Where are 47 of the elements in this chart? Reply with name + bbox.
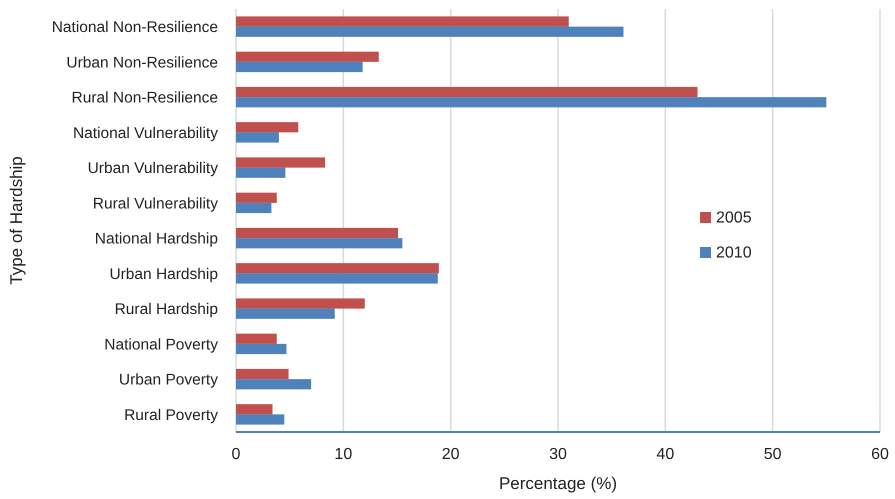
y-tick-label: Rural Vulnerability (92, 195, 218, 212)
y-tick-label: Rural Poverty (124, 406, 218, 424)
bar (236, 52, 379, 62)
bar (236, 228, 398, 238)
y-tick-label: Urban Poverty (118, 372, 218, 389)
bar (236, 344, 286, 354)
legend-label: 2010 (716, 244, 752, 262)
x-tick-label: 0 (232, 446, 241, 463)
bar (236, 16, 569, 27)
bar (236, 157, 326, 168)
x-tick-label: 40 (656, 446, 674, 463)
bar (236, 263, 439, 274)
bar (236, 238, 402, 248)
x-tick-label: 50 (764, 446, 782, 463)
bar (236, 298, 365, 309)
bar (236, 273, 438, 284)
legend-label: 2005 (716, 210, 752, 227)
y-tick-label: Urban Vulnerability (88, 160, 218, 178)
bar (236, 26, 624, 37)
bar (236, 192, 277, 203)
y-tick-label: Rural Hardship (114, 301, 218, 318)
y-tick-label: Rural Non-Resilience (72, 90, 218, 107)
y-tick-label: National Vulnerability (72, 124, 218, 142)
bar (236, 122, 298, 132)
bar (236, 379, 312, 390)
y-tick-label: National Poverty (104, 336, 218, 354)
bar (236, 368, 289, 380)
bar (236, 404, 272, 414)
x-tick-label: 20 (442, 446, 460, 463)
y-tick-label: National Hardship (94, 230, 218, 248)
bar (236, 414, 284, 425)
x-tick-label: 30 (549, 446, 567, 463)
bar (236, 168, 286, 178)
bar (236, 86, 698, 98)
x-tick-label: 10 (334, 446, 352, 463)
bar (236, 202, 272, 214)
x-tick-label: 60 (871, 446, 889, 463)
y-tick-label: Urban Non-Resilience (66, 54, 218, 72)
bar (236, 97, 826, 108)
bar (236, 62, 363, 72)
y-tick-label: National Non-Resilience (52, 19, 218, 36)
x-axis-title: Percentage (%) (498, 474, 618, 493)
y-tick-label: Urban Hardship (109, 266, 218, 283)
y-axis-title: Type of Hardship (7, 156, 26, 285)
bar (236, 308, 335, 319)
bar (236, 334, 277, 344)
bar (236, 132, 279, 143)
